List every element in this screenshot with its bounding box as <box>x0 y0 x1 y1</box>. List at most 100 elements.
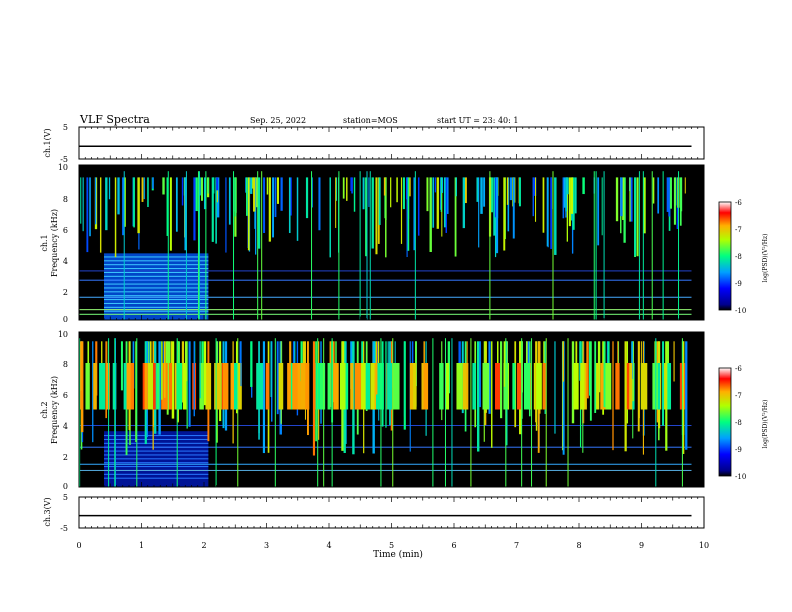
sferic-full <box>655 338 657 487</box>
sferic-core <box>123 363 129 410</box>
carrier-line <box>79 296 692 298</box>
x-tick-label: 4 <box>326 541 331 550</box>
sferic-core <box>168 363 173 410</box>
sferic-core <box>144 363 148 410</box>
sferic <box>440 177 444 193</box>
sferic-full <box>197 171 199 320</box>
sferic <box>312 341 316 456</box>
band-line <box>104 466 209 468</box>
sferic <box>296 177 299 241</box>
sferic <box>92 341 94 443</box>
sferic <box>636 177 639 257</box>
sferic-core <box>361 363 366 410</box>
sferic <box>589 341 592 421</box>
ch1-spectrogram-ylabel: ch.1Frequency (kHz) <box>40 209 59 277</box>
sferic-full <box>681 338 683 487</box>
sferic-core <box>663 363 667 410</box>
sferic-full <box>369 171 371 320</box>
sferic <box>629 177 631 222</box>
sferic <box>500 341 503 419</box>
sferic <box>120 341 123 391</box>
sferic <box>493 177 496 236</box>
sferic-core <box>624 363 631 410</box>
sferic <box>114 177 117 258</box>
sferic <box>637 341 640 432</box>
sferic <box>518 177 521 207</box>
sferic <box>193 177 196 241</box>
sferic-full <box>198 171 200 320</box>
sferic-full <box>366 171 368 320</box>
sferic-full <box>338 171 340 320</box>
sferic-core <box>230 363 238 410</box>
x-tick-label: 9 <box>639 541 644 550</box>
cb1-tick-7: -7 <box>735 226 742 234</box>
sferic-full <box>638 171 640 320</box>
sferic <box>494 177 498 218</box>
carrier-line <box>79 463 692 465</box>
band-line <box>104 271 209 273</box>
sferic-core <box>375 363 381 410</box>
sferic-full <box>432 338 434 487</box>
sferic-core <box>387 363 393 410</box>
sferic-core <box>615 363 620 410</box>
sferic <box>562 177 565 219</box>
sferic <box>161 341 163 400</box>
sferic-full <box>176 338 178 487</box>
sferic <box>199 341 201 399</box>
sferic <box>597 177 600 246</box>
sferic-full <box>521 338 523 487</box>
sferic <box>137 177 140 234</box>
sferic-core <box>152 363 156 410</box>
cb2-tick-8: -8 <box>735 419 742 427</box>
sferic-core <box>595 363 600 410</box>
sferic <box>436 177 439 229</box>
date-label: Sep. 25, 2022 <box>250 116 306 125</box>
sferic <box>335 177 337 228</box>
sferic <box>274 177 277 218</box>
sferic-core <box>482 363 490 410</box>
sferic <box>634 177 637 256</box>
cb2-tick-6: -6 <box>735 365 742 373</box>
sferic <box>186 341 188 429</box>
sferic <box>240 341 242 387</box>
sferic <box>375 177 378 255</box>
sferic <box>99 177 102 253</box>
colorbar-ch1: -6 -7 -8 -9 -10 log(PSD)(V²/Hz) <box>718 199 769 315</box>
sferic <box>512 177 515 239</box>
sferic <box>503 341 506 387</box>
ch1-ytick-0: 0 <box>63 315 68 324</box>
sferic <box>491 341 493 448</box>
sferic <box>199 177 201 196</box>
sferic <box>685 341 688 450</box>
sferic <box>657 177 660 214</box>
sferic <box>571 341 575 424</box>
sferic <box>266 177 269 195</box>
sferic <box>509 177 513 201</box>
sferic-core <box>105 363 110 410</box>
sferic <box>582 177 585 195</box>
sferic <box>124 177 126 227</box>
x-tick-label: 5 <box>389 541 394 550</box>
sferic <box>679 177 682 226</box>
sferic <box>193 341 195 417</box>
sferic <box>169 177 172 251</box>
cb1-tick-6: -6 <box>735 199 742 207</box>
ch3-ylabel: ch.3(V) <box>43 497 52 526</box>
sferic-core <box>350 363 354 410</box>
sferic-full <box>136 338 138 487</box>
sferic-full <box>593 171 595 320</box>
ch2-ytick-8: 8 <box>63 360 68 369</box>
ch2-ytick-10: 10 <box>58 330 68 339</box>
sferic-full <box>257 171 259 320</box>
x-tick-label: 0 <box>76 541 81 550</box>
sferic <box>403 341 406 417</box>
sferic <box>462 177 466 229</box>
sferic <box>668 177 671 217</box>
sferic-core <box>409 363 414 410</box>
sferic <box>476 177 479 202</box>
sferic-core <box>278 363 284 410</box>
sferic-full <box>311 171 313 320</box>
sferic <box>108 177 111 200</box>
sferic <box>622 177 625 220</box>
